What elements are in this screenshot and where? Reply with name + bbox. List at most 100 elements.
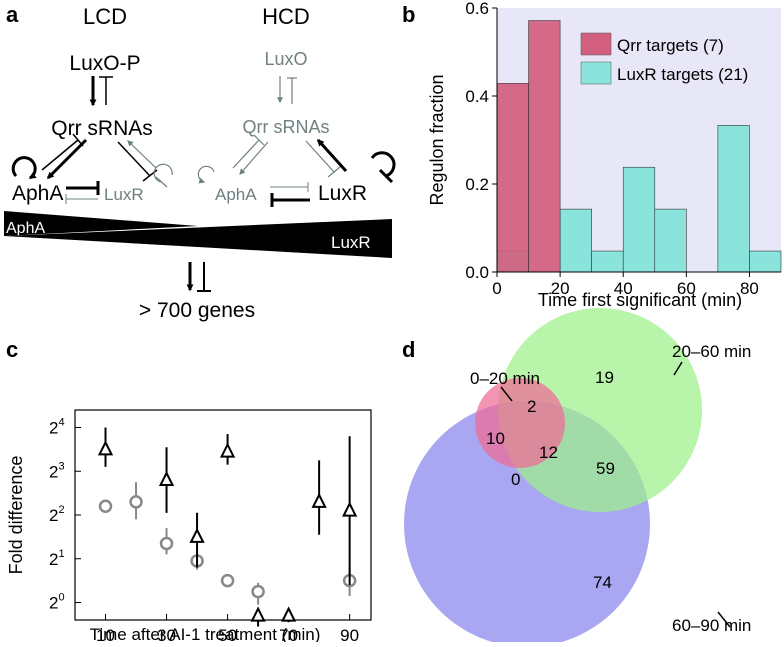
y-tick-label-b: 0.6 [465,0,489,18]
lcd-apha: AphA [12,182,63,205]
lcd-qrr: Qrr sRNAs [51,117,153,140]
y-tick-exponent-c: 1 [58,548,64,560]
luxr-wedge-label: LuxR [331,233,371,252]
x-tick-label-b: 20 [551,279,570,298]
y-tick-exponent-c: 4 [58,417,64,429]
x-axis-label-b: Time first significant (min) [538,290,742,310]
legend-label-qrr: Qrr targets (7) [617,36,724,55]
x-tick-label-c: 30 [157,626,176,642]
venn-label-60-90: 60–90 min [672,616,751,635]
y-tick-exponent-c: 0 [58,592,64,604]
hcd-qrr: Qrr sRNAs [243,117,330,137]
y-axis-label-c: Fold difference [6,456,26,575]
lcd-luxr: LuxR [104,185,144,204]
y-tick-label-b: 0.0 [465,263,489,282]
y-axis-label-b: Regulon fraction [427,74,447,205]
hcd-luxr-activates-qrr [316,138,348,173]
y-tick-label-c: 20 [49,592,65,613]
panel-letter-a: a [6,2,19,27]
hcd-qrr-activates-apha [239,141,269,175]
venn-label-20-60: 20–60 min [672,342,751,361]
hcd-qrr-inhibits-luxr [305,140,335,173]
y-tick-label-c: 24 [49,417,65,438]
hcd-apha-self-loop [197,165,215,184]
y-tick-label-b: 0.2 [465,175,489,194]
histogram-bar [496,83,529,273]
histogram-bar [622,166,656,273]
histogram-bar [717,125,750,273]
plot-frame-c [74,409,372,621]
histogram-bar [749,250,782,273]
x-tick-label-c: 50 [218,626,237,642]
histogram-bar [528,20,561,273]
panel-a: a LCD HCD LuxO-P Qrr sRNAs AphA LuxR Lux… [4,2,396,322]
triangle-marker [97,440,114,456]
venn-label-0-20: 0–20 min [470,369,540,388]
panel-d: d 0–20 min 20–60 min 60–90 min 10 2 12 0… [402,308,751,647]
triangle-marker [250,606,266,622]
lcd-qrr-inhibits-luxr [117,141,151,177]
triangle-marker [280,606,297,622]
lcd-luxo-p: LuxO-P [69,52,140,75]
x-tick-label-b: 40 [614,279,633,298]
panel-letter-d: d [402,337,415,362]
genes-label: > 700 genes [139,299,255,322]
triangle-marker [219,442,236,458]
circle-marker [251,584,265,599]
panel-letter-b: b [402,2,415,27]
histogram-bar [559,208,592,273]
luxr-wedge [4,219,392,258]
triangle-marker [342,501,358,517]
circle-marker [129,495,143,509]
x-tick-label-b: 0 [492,279,501,298]
y-tick-exponent-c: 3 [58,460,64,472]
venn-count-only-20-60: 19 [595,368,614,387]
hcd-luxr-self-loop [370,151,396,178]
circle-marker [220,573,235,588]
lcd-apha-self-loop [11,156,37,180]
points-c [97,427,358,627]
circle-marker [98,499,113,513]
legend-swatch-qrr [580,32,612,56]
legend-label-luxr: LuxR targets (21) [617,65,748,84]
apha-wedge-label: AphA [6,220,45,237]
lcd-qrr-activates-apha [46,138,88,180]
venn-circle-0-20 [475,378,565,468]
lcd-luxr-self-loop [153,163,173,183]
venn-count-only-0-20: 10 [486,429,505,448]
x-tick-label-b: 80 [740,279,759,298]
venn-count-0-20-and-20-60: 2 [527,397,536,416]
venn-count-0-20-and-60-90: 0 [511,470,520,489]
venn-count-all-three: 12 [539,443,558,462]
axes-b: 0 20 40 60 80 0.0 0.2 0.4 0.6 [465,0,781,298]
x-tick-label-b: 60 [677,279,696,298]
y-tick-exponent-c: 2 [58,504,64,516]
venn-count-20-60-and-60-90: 59 [596,459,615,478]
x-tick-label-c: 90 [340,626,359,642]
legend-b: Qrr targets (7) LuxR targets (21) [580,32,748,85]
circle-marker [159,536,174,551]
panel-letter-c: c [6,337,18,362]
y-tick-label-c: 23 [49,460,65,481]
hcd-luxo: LuxO [264,49,307,69]
legend-swatch-luxr [580,61,612,85]
apha-wedge [4,211,198,236]
triangle-marker [158,470,175,486]
x-tick-label-c: 10 [96,626,115,642]
y-tick-label-c: 21 [49,548,65,569]
histogram-bar [591,250,624,273]
x-axis-label-c: Time after AI-1 treatment (min) [90,625,321,642]
venn-circle-20-60 [498,308,702,512]
lcd-luxr-activates-qrr [127,140,157,169]
triangle-marker [189,527,205,543]
hcd-apha: AphA [215,185,257,204]
lcd-title: LCD [83,4,127,29]
y-tick-label-c: 22 [49,504,65,525]
venn-count-only-60-90: 74 [593,573,612,592]
hcd-title: HCD [262,4,310,29]
y-tick-label-b: 0.4 [465,87,489,106]
triangle-marker [311,492,327,508]
